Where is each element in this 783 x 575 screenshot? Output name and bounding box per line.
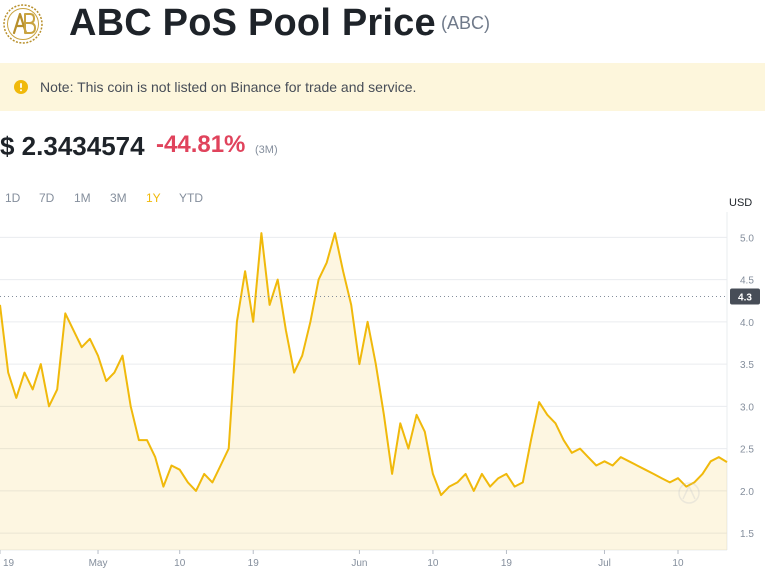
price-chart[interactable]: 4.3 1.5 2.0 2.5 3.0 3.5 4.0 4.5 5.0 19 May 10 19 Ju… (0, 212, 783, 575)
y-tick-label: 1.5 (740, 529, 754, 540)
range-ytd[interactable]: YTD (179, 191, 203, 205)
x-tick-label: May (89, 558, 108, 569)
current-price-marker-label: 4.3 (738, 293, 752, 304)
y-tick-label: 3.5 (740, 360, 754, 371)
x-tick-label: 19 (3, 558, 15, 569)
range-1y[interactable]: 1Y (146, 191, 161, 205)
x-tick-label: 19 (248, 558, 260, 569)
page-header: ABC PoS Pool Price (ABC) (0, 0, 783, 56)
y-axis-ticks: 1.5 2.0 2.5 3.0 3.5 4.0 4.5 5.0 (740, 233, 754, 540)
chart-watermark-icon (678, 482, 700, 504)
x-tick-label: 19 (501, 558, 513, 569)
current-price: $ 2.3434574 (0, 131, 145, 161)
coin-ticker: (ABC) (441, 13, 490, 33)
page-title: ABC PoS Pool Price (69, 2, 436, 44)
x-tick-label: Jul (598, 558, 611, 569)
range-1m[interactable]: 1M (74, 191, 91, 205)
y-tick-label: 4.0 (740, 318, 754, 329)
currency-label: USD (729, 197, 753, 209)
x-tick-label: 10 (672, 558, 684, 569)
y-tick-label: 4.5 (740, 276, 754, 287)
x-axis-ticks: 19 May 10 19 Jun 10 19 Jul 10 (0, 550, 684, 569)
x-tick-label: Jun (351, 558, 367, 569)
x-tick-label: 10 (427, 558, 439, 569)
range-3m[interactable]: 3M (110, 191, 127, 205)
current-price-marker (730, 288, 760, 305)
range-1d[interactable]: 1D (5, 191, 21, 205)
notice-banner: Note: This coin is not listed on Binance… (0, 63, 765, 111)
y-tick-label: 2.0 (740, 487, 754, 498)
range-7d[interactable]: 7D (39, 191, 55, 205)
notice-text: Note: This coin is not listed on Binance… (40, 79, 417, 95)
y-tick-label: 5.0 (740, 233, 754, 244)
coin-logo-icon (3, 4, 43, 44)
price-line (0, 232, 728, 497)
y-tick-label: 2.5 (740, 445, 754, 456)
price-change-period: (3M) (255, 144, 278, 156)
warning-icon (14, 80, 28, 94)
y-tick-label: 3.0 (740, 402, 754, 413)
price-area-fill (0, 233, 727, 550)
price-change-percent: -44.81% (156, 131, 246, 158)
x-tick-label: 10 (174, 558, 186, 569)
chart-grid (0, 212, 728, 551)
